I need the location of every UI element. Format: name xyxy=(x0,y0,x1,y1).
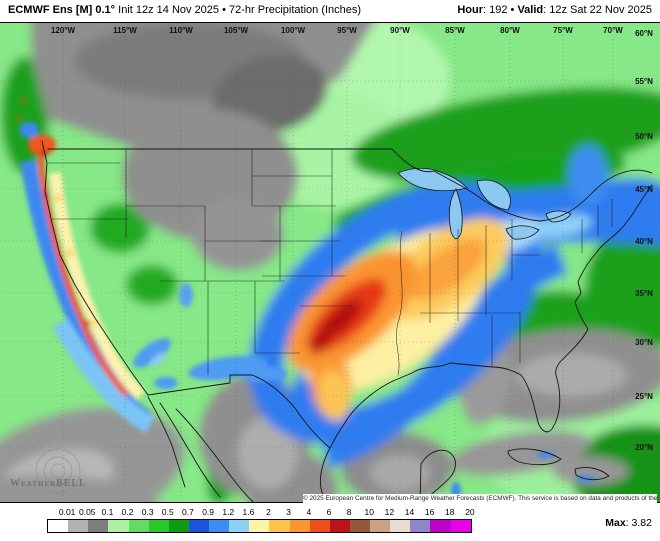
scale-tick-label: 18 xyxy=(445,507,455,517)
lon-label: 85°W xyxy=(445,26,465,35)
state-borders xyxy=(48,149,613,376)
scale-tick-label: 14 xyxy=(404,507,415,517)
scale-segment xyxy=(289,520,310,532)
scale-segment xyxy=(48,520,69,532)
scale-segment xyxy=(370,520,391,532)
scale-tick-label: 0.1 xyxy=(101,507,114,517)
scale-segment xyxy=(108,520,129,532)
hour-label: Hour xyxy=(457,4,483,16)
lon-label: 105°W xyxy=(224,26,249,35)
longitude-labels: 120°W 115°W 110°W 105°W 100°W 95°W 90°W 85°W 80°… xyxy=(51,26,623,35)
max-label: Max xyxy=(605,517,626,529)
lon-label: 100°W xyxy=(281,26,306,35)
scale-segment xyxy=(390,520,411,532)
scale-segment xyxy=(349,520,370,532)
latitude-labels: 60°N 55°N 50°N 45°N 40°N 35°N 30°N 25°N 20°N xyxy=(635,29,653,452)
scale-segment xyxy=(148,520,169,532)
scale-tick-label: 0.2 xyxy=(121,507,134,517)
lat-label: 50°N xyxy=(635,132,653,141)
scale-tick-label: 0.01 xyxy=(58,507,76,517)
scale-tick-label: 6 xyxy=(326,507,332,517)
scale-tick-label: 8 xyxy=(346,507,352,517)
scale-tick-label: 0.05 xyxy=(78,507,96,517)
color-scale-bar xyxy=(47,519,472,533)
lat-label: 60°N xyxy=(635,29,653,38)
scale-segment xyxy=(249,520,270,532)
weatherbell-watermark: WeatherBELL xyxy=(10,478,87,489)
lat-label: 35°N xyxy=(635,289,653,298)
lon-label: 90°W xyxy=(390,26,410,35)
scale-segment xyxy=(229,520,250,532)
scale-tick-label: 0.7 xyxy=(182,507,194,517)
lat-label: 55°N xyxy=(635,77,653,86)
scale-segment xyxy=(128,520,149,532)
max-value: Max: 3.82 xyxy=(605,517,652,529)
map-title: ECMWF Ens [M] 0.1° Init 12z 14 Nov 2025 … xyxy=(8,4,361,16)
scale-tick-label: 1.2 xyxy=(222,507,235,517)
valid-value: : 12z Sat 22 Nov 2025 xyxy=(543,4,652,16)
lon-label: 75°W xyxy=(553,26,573,35)
scale-segment xyxy=(309,520,330,532)
scale-tick-label: 2 xyxy=(266,507,271,517)
copyright-notice: © 2025 European Centre for Medium-Range … xyxy=(303,494,657,504)
header-bar: ECMWF Ens [M] 0.1° Init 12z 14 Nov 2025 … xyxy=(0,0,660,22)
scale-tick-label: 0.9 xyxy=(202,507,215,517)
scale-segment xyxy=(450,520,471,532)
lat-label: 20°N xyxy=(635,443,653,452)
lon-label: 95°W xyxy=(337,26,357,35)
init-and-parameter: Init 12z 14 Nov 2025 • 72-hr Precipitati… xyxy=(115,4,362,16)
scale-tick-label: 20 xyxy=(465,507,475,517)
scale-tick-label: 3 xyxy=(286,507,292,517)
watermark-swirl-icon xyxy=(35,448,81,494)
scale-segment xyxy=(269,520,290,532)
valid-time: Hour: 192 • Valid: 12z Sat 22 Nov 2025 xyxy=(457,4,652,16)
lon-label: 80°W xyxy=(500,26,520,35)
bullet-separator: • xyxy=(510,4,515,16)
lon-label: 110°W xyxy=(169,26,193,35)
model-name: ECMWF Ens [M] 0.1° xyxy=(8,4,116,16)
scale-segment xyxy=(188,520,209,532)
scale-tick-label: 10 xyxy=(364,507,374,517)
legend-area: 0.01 0.05 0.1 0.2 0.3 0.5 0.7 0.9 1.2 1.6 2 3 4 6 8 10 1… xyxy=(0,503,660,541)
lon-label: 70°W xyxy=(603,26,623,35)
scale-segment xyxy=(88,520,109,532)
scale-tick-label: 4 xyxy=(306,507,312,517)
scale-tick-label: 0.5 xyxy=(161,507,174,517)
lat-label: 45°N xyxy=(635,185,653,194)
lat-label: 25°N xyxy=(635,392,653,401)
scale-tick-label: 0.3 xyxy=(141,507,154,517)
lat-label: 40°N xyxy=(635,237,653,246)
valid-label: Valid xyxy=(514,4,544,16)
scale-tick-label: 12 xyxy=(384,507,395,517)
scale-segment xyxy=(168,520,189,532)
map-canvas: 120°W 115°W 110°W 105°W 100°W 95°W 90°W 85°W 80°… xyxy=(0,23,660,502)
scale-tick-label: 1.6 xyxy=(242,507,255,517)
hour-value: : 192 xyxy=(483,4,511,16)
scale-segment xyxy=(209,520,230,532)
coastlines-borders xyxy=(41,140,653,502)
precip-field xyxy=(0,23,660,502)
max-number: : 3.82 xyxy=(625,517,652,529)
scale-segment xyxy=(430,520,451,532)
scale-segment xyxy=(329,520,350,532)
precipitation-map: 120°W 115°W 110°W 105°W 100°W 95°W 90°W 85°W 80°… xyxy=(0,22,660,503)
scale-segment xyxy=(68,520,89,532)
lat-label: 30°N xyxy=(635,338,653,347)
lon-label: 115°W xyxy=(113,26,137,35)
scale-tick-label: 16 xyxy=(424,507,435,517)
scale-segment xyxy=(410,520,431,532)
lon-label: 120°W xyxy=(51,26,76,35)
